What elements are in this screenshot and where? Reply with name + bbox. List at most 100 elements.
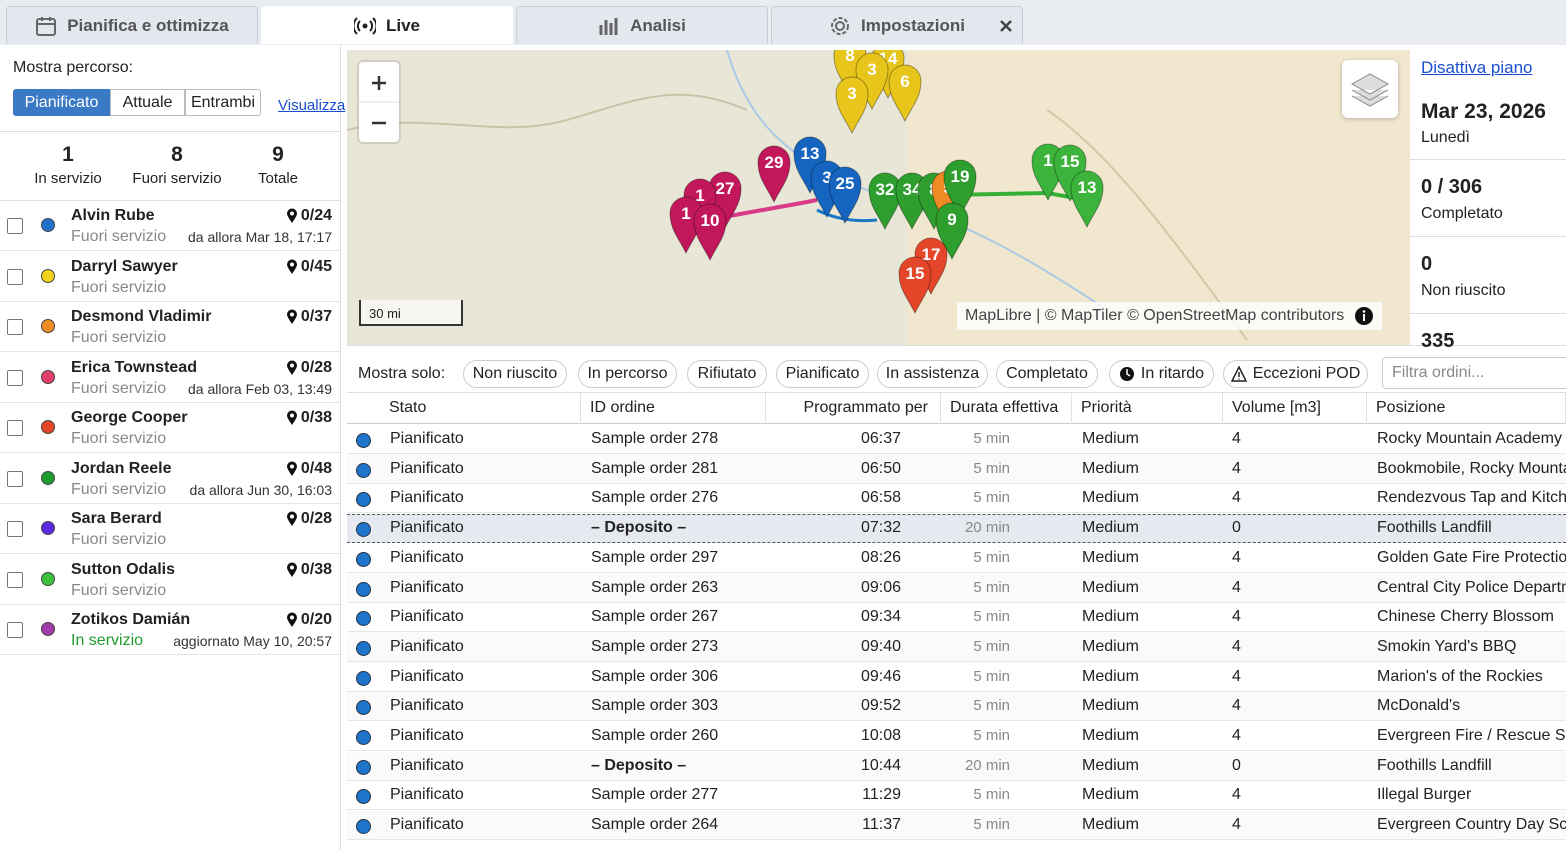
- status-dot: [356, 462, 371, 478]
- close-icon[interactable]: [998, 18, 1014, 34]
- map-pin[interactable]: 15: [1053, 144, 1087, 203]
- map-pin[interactable]: 29: [757, 145, 791, 204]
- route-option[interactable]: Attuale: [110, 89, 185, 116]
- driver-since: da allora Feb 03, 13:49: [188, 380, 332, 397]
- column-header[interactable]: ID ordine: [581, 392, 766, 424]
- status-dot: [356, 730, 371, 745]
- checkbox[interactable]: [7, 571, 23, 588]
- filter-chip[interactable]: In percorso: [578, 360, 677, 388]
- checkbox[interactable]: [7, 622, 23, 638]
- driver-status: Fuori servizio: [71, 430, 167, 447]
- tab[interactable]: Impostazioni: [771, 6, 1023, 44]
- table-row: [347, 662, 1566, 692]
- cell-status: Pianificato: [390, 578, 464, 596]
- cell-scheduled: 08:26: [860, 548, 901, 566]
- driver-row: [0, 554, 340, 605]
- checkbox[interactable]: [7, 369, 23, 386]
- disable-plan-link[interactable]: Disattiva piano: [1421, 58, 1533, 77]
- map-pin[interactable]: 3: [835, 76, 869, 135]
- filter-chip[interactable]: Non riuscito: [463, 360, 567, 388]
- cell-position: Rendezvous Tap and Kitche: [1377, 489, 1566, 507]
- divider: [1410, 313, 1566, 314]
- status-dot: [356, 551, 371, 567]
- driver-orders: 0/24: [286, 207, 332, 225]
- map-pin[interactable]: 9: [935, 202, 969, 261]
- filter-chip[interactable]: Pianificato: [776, 360, 869, 388]
- map-attribution: MapLibre | © MapTiler © OpenStreetMap co…: [957, 302, 1383, 330]
- layers-button[interactable]: [1342, 60, 1398, 118]
- map-pin[interactable]: 27: [708, 171, 742, 230]
- cell-status: Pianificato: [390, 430, 464, 447]
- table-row: [347, 454, 1566, 484]
- table-row: [347, 632, 1566, 662]
- map-pin[interactable]: 15: [898, 256, 932, 315]
- driver-name: Desmond Vladimir: [71, 308, 212, 325]
- status-dot: [356, 640, 371, 656]
- cell-scheduled: 06:37: [860, 430, 901, 447]
- driver-since: aggiornato May 10, 20:57: [173, 633, 332, 649]
- column-header[interactable]: Volume [m3]: [1223, 392, 1367, 424]
- column-header[interactable]: Stato: [380, 392, 581, 424]
- filter-input[interactable]: Filtra ordini...: [1382, 357, 1566, 389]
- driver-name: Sutton Odalis: [71, 560, 175, 578]
- cell-position: Evergreen Country Day Sch: [1377, 816, 1566, 834]
- warning-icon: [1230, 366, 1247, 382]
- driver-color: [41, 319, 55, 333]
- tab[interactable]: Live: [261, 6, 513, 44]
- driver-since: da allora Mar 18, 17:17: [188, 229, 332, 245]
- route-option[interactable]: Entrambi: [185, 89, 261, 116]
- cell-order-id: Sample order 264: [591, 816, 719, 834]
- filter-chip[interactable]: Completato: [996, 360, 1098, 388]
- info-icon[interactable]: [1354, 306, 1374, 326]
- checkbox[interactable]: [7, 268, 23, 285]
- checkbox[interactable]: [7, 521, 23, 537]
- column-header[interactable]: Posizione: [1367, 392, 1566, 424]
- map-pin[interactable]: 13: [1070, 170, 1104, 229]
- checkbox[interactable]: [7, 470, 23, 487]
- column-header[interactable]: Programmato per: [766, 392, 941, 424]
- column-header[interactable]: Durata effettiva: [941, 392, 1072, 424]
- orders-count: 0/38: [300, 560, 332, 578]
- zoom-control[interactable]: [359, 62, 399, 142]
- view-link[interactable]: Visualizza: [278, 97, 346, 114]
- driver-color: [41, 521, 55, 535]
- map-pin[interactable]: 19: [943, 159, 977, 218]
- pin-label: 1: [681, 204, 690, 223]
- pin-label: 3: [847, 84, 856, 103]
- cell-volume: 4: [1232, 637, 1241, 655]
- map-pin[interactable]: 13: [793, 136, 827, 195]
- checkbox[interactable]: [7, 319, 23, 335]
- map-pin[interactable]: 10: [693, 203, 727, 262]
- driver-row: [0, 402, 340, 453]
- route-option[interactable]: Pianificato: [13, 89, 110, 116]
- tab[interactable]: Pianifica e ottimizza: [6, 6, 258, 44]
- cell-status: Pianificato: [390, 697, 464, 715]
- filter-chip[interactable]: Eccezioni POD: [1223, 360, 1368, 388]
- checkbox[interactable]: [7, 218, 23, 234]
- driver-row: [0, 503, 340, 554]
- filter-chip[interactable]: In assistenza: [877, 360, 988, 388]
- orders-count: 0/37: [300, 308, 332, 325]
- tab-label: Impostazioni: [861, 15, 965, 35]
- map-road: [1046, 109, 1248, 341]
- summary-date: Mar 23, 2026: [1421, 100, 1546, 123]
- layers-icon: [1350, 73, 1390, 107]
- map-pin[interactable]: 25: [828, 166, 862, 225]
- driver-color: [41, 420, 55, 434]
- table-header: [347, 392, 1566, 424]
- column-header[interactable]: Priorità: [1072, 392, 1223, 424]
- cell-volume: 0: [1232, 756, 1241, 774]
- map-pin[interactable]: 6: [888, 64, 922, 123]
- filter-chip[interactable]: In ritardo: [1109, 360, 1214, 388]
- filter-chip[interactable]: Rifiutato: [687, 360, 767, 388]
- tab[interactable]: Analisi: [516, 6, 768, 44]
- table-row: [347, 543, 1566, 573]
- tab-icon: [831, 16, 850, 35]
- table-row: [347, 603, 1566, 633]
- cell-priority: Medium: [1082, 756, 1139, 774]
- checkbox[interactable]: [7, 420, 23, 436]
- driver-orders: 0/48: [286, 460, 332, 478]
- cell-duration: 5 min: [973, 697, 1010, 715]
- map-pin[interactable]: 32: [868, 172, 902, 231]
- cell-scheduled: 09:46: [860, 667, 901, 685]
